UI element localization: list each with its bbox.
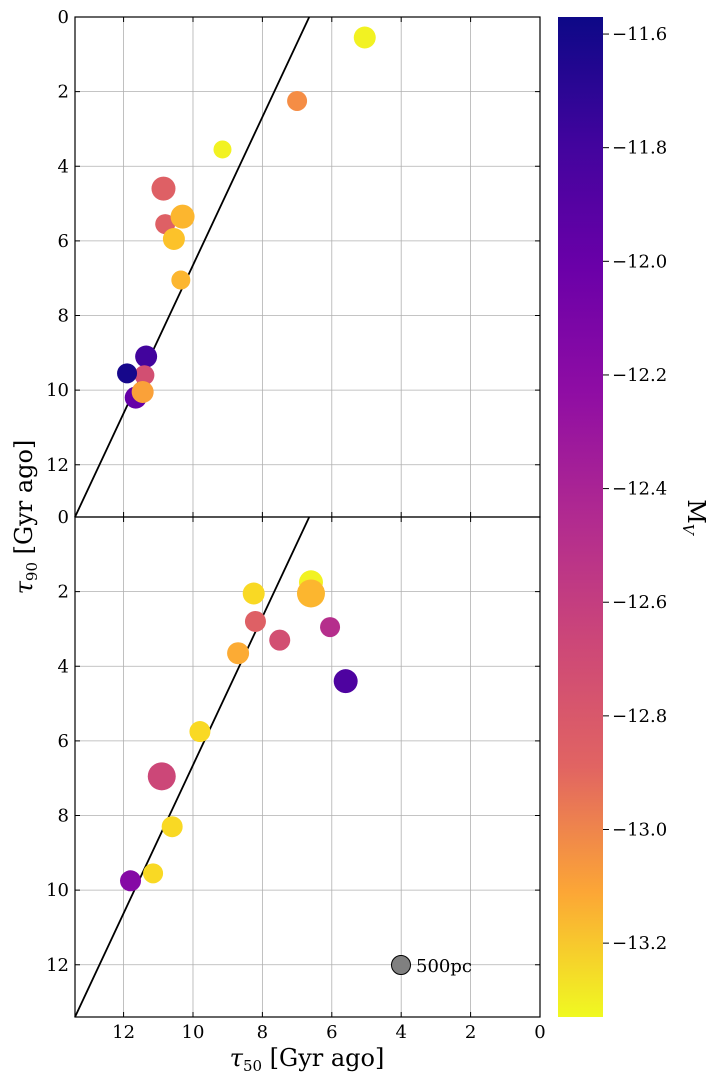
data-point bbox=[227, 642, 250, 665]
data-point bbox=[296, 579, 325, 608]
x-axis-title: τ50 [Gyr ago] bbox=[230, 1044, 385, 1075]
size-legend-label: 500pc bbox=[416, 956, 472, 977]
y-axis-title: τ90 [Gyr ago] bbox=[10, 440, 41, 595]
size-legend-marker bbox=[391, 955, 411, 975]
scatter-points-layer bbox=[117, 26, 376, 892]
data-point bbox=[134, 365, 155, 386]
data-point bbox=[135, 345, 158, 368]
data-point bbox=[162, 228, 185, 251]
colorbar-tick-label: −12.0 bbox=[612, 251, 667, 272]
colorbar-tick-label: −11.6 bbox=[612, 24, 667, 45]
colorbar bbox=[558, 17, 603, 1017]
x-tick-label: 12 bbox=[112, 1022, 135, 1043]
data-point bbox=[189, 721, 211, 743]
tick-layer: 0 2 4 6 8 10 12 0 2 4 6 8 10 12 12 10 8 6 4 2 0 bbox=[46, 7, 546, 1043]
bottom-panel-border bbox=[74, 516, 541, 1018]
y-tick-label: 6 bbox=[58, 231, 69, 252]
data-point bbox=[147, 762, 176, 791]
data-point bbox=[242, 582, 265, 605]
data-point bbox=[120, 870, 142, 892]
y-tick-label: 12 bbox=[46, 455, 69, 476]
data-point bbox=[333, 669, 358, 694]
reference-line bbox=[74, 16, 311, 518]
x-tick-label: 4 bbox=[395, 1022, 406, 1043]
y-tick-label: 8 bbox=[58, 806, 69, 827]
data-point bbox=[151, 176, 176, 201]
colorbar-tick-label: −11.8 bbox=[612, 138, 667, 159]
x-tick-label: 8 bbox=[257, 1022, 268, 1043]
reference-line-layer bbox=[74, 16, 311, 1018]
data-point bbox=[131, 381, 154, 403]
y-tick-label: 12 bbox=[46, 955, 69, 976]
y-tick-label: 0 bbox=[58, 7, 69, 28]
data-point bbox=[170, 204, 195, 229]
data-point bbox=[171, 270, 191, 290]
y-tick-label: 2 bbox=[58, 582, 69, 603]
y-tick-label: 8 bbox=[58, 306, 69, 327]
colorbar-tick-label: −12.2 bbox=[612, 365, 667, 386]
y-tick-label: 10 bbox=[46, 880, 69, 901]
x-tick-label: 10 bbox=[182, 1022, 205, 1043]
data-point bbox=[353, 26, 376, 49]
top-panel-frame bbox=[75, 17, 540, 517]
y-tick-label: 6 bbox=[58, 731, 69, 752]
data-point bbox=[213, 140, 232, 159]
y-tick-label: 10 bbox=[46, 380, 69, 401]
colorbar-tick-label: −12.8 bbox=[612, 706, 667, 727]
data-point bbox=[320, 617, 341, 638]
colorbar-title: MV bbox=[679, 499, 707, 537]
x-tick-label: 6 bbox=[326, 1022, 337, 1043]
data-point bbox=[117, 363, 138, 384]
y-tick-label: 4 bbox=[58, 656, 69, 677]
data-point bbox=[269, 629, 291, 651]
data-point bbox=[287, 90, 308, 111]
y-tick-label: 2 bbox=[58, 82, 69, 103]
colorbar-tick-label: −12.6 bbox=[612, 592, 667, 613]
x-tick-label: 2 bbox=[465, 1022, 476, 1043]
x-tick-label: 0 bbox=[534, 1022, 545, 1043]
reference-line bbox=[74, 516, 311, 1018]
data-point bbox=[143, 863, 164, 884]
colorbar-tick-label: −12.4 bbox=[612, 479, 667, 500]
data-point bbox=[244, 610, 266, 632]
colorbar-tick-label: −13.2 bbox=[612, 933, 667, 954]
data-point bbox=[161, 816, 183, 838]
y-tick-label: 0 bbox=[58, 507, 69, 528]
y-tick-label: 4 bbox=[58, 156, 69, 177]
colorbar-tick-label: −13.0 bbox=[612, 820, 667, 841]
colorbar-ticks: −11.6 −11.8 −12.0 −12.2 −12.4 −12.6 −12.8 −13.0… bbox=[603, 24, 667, 954]
